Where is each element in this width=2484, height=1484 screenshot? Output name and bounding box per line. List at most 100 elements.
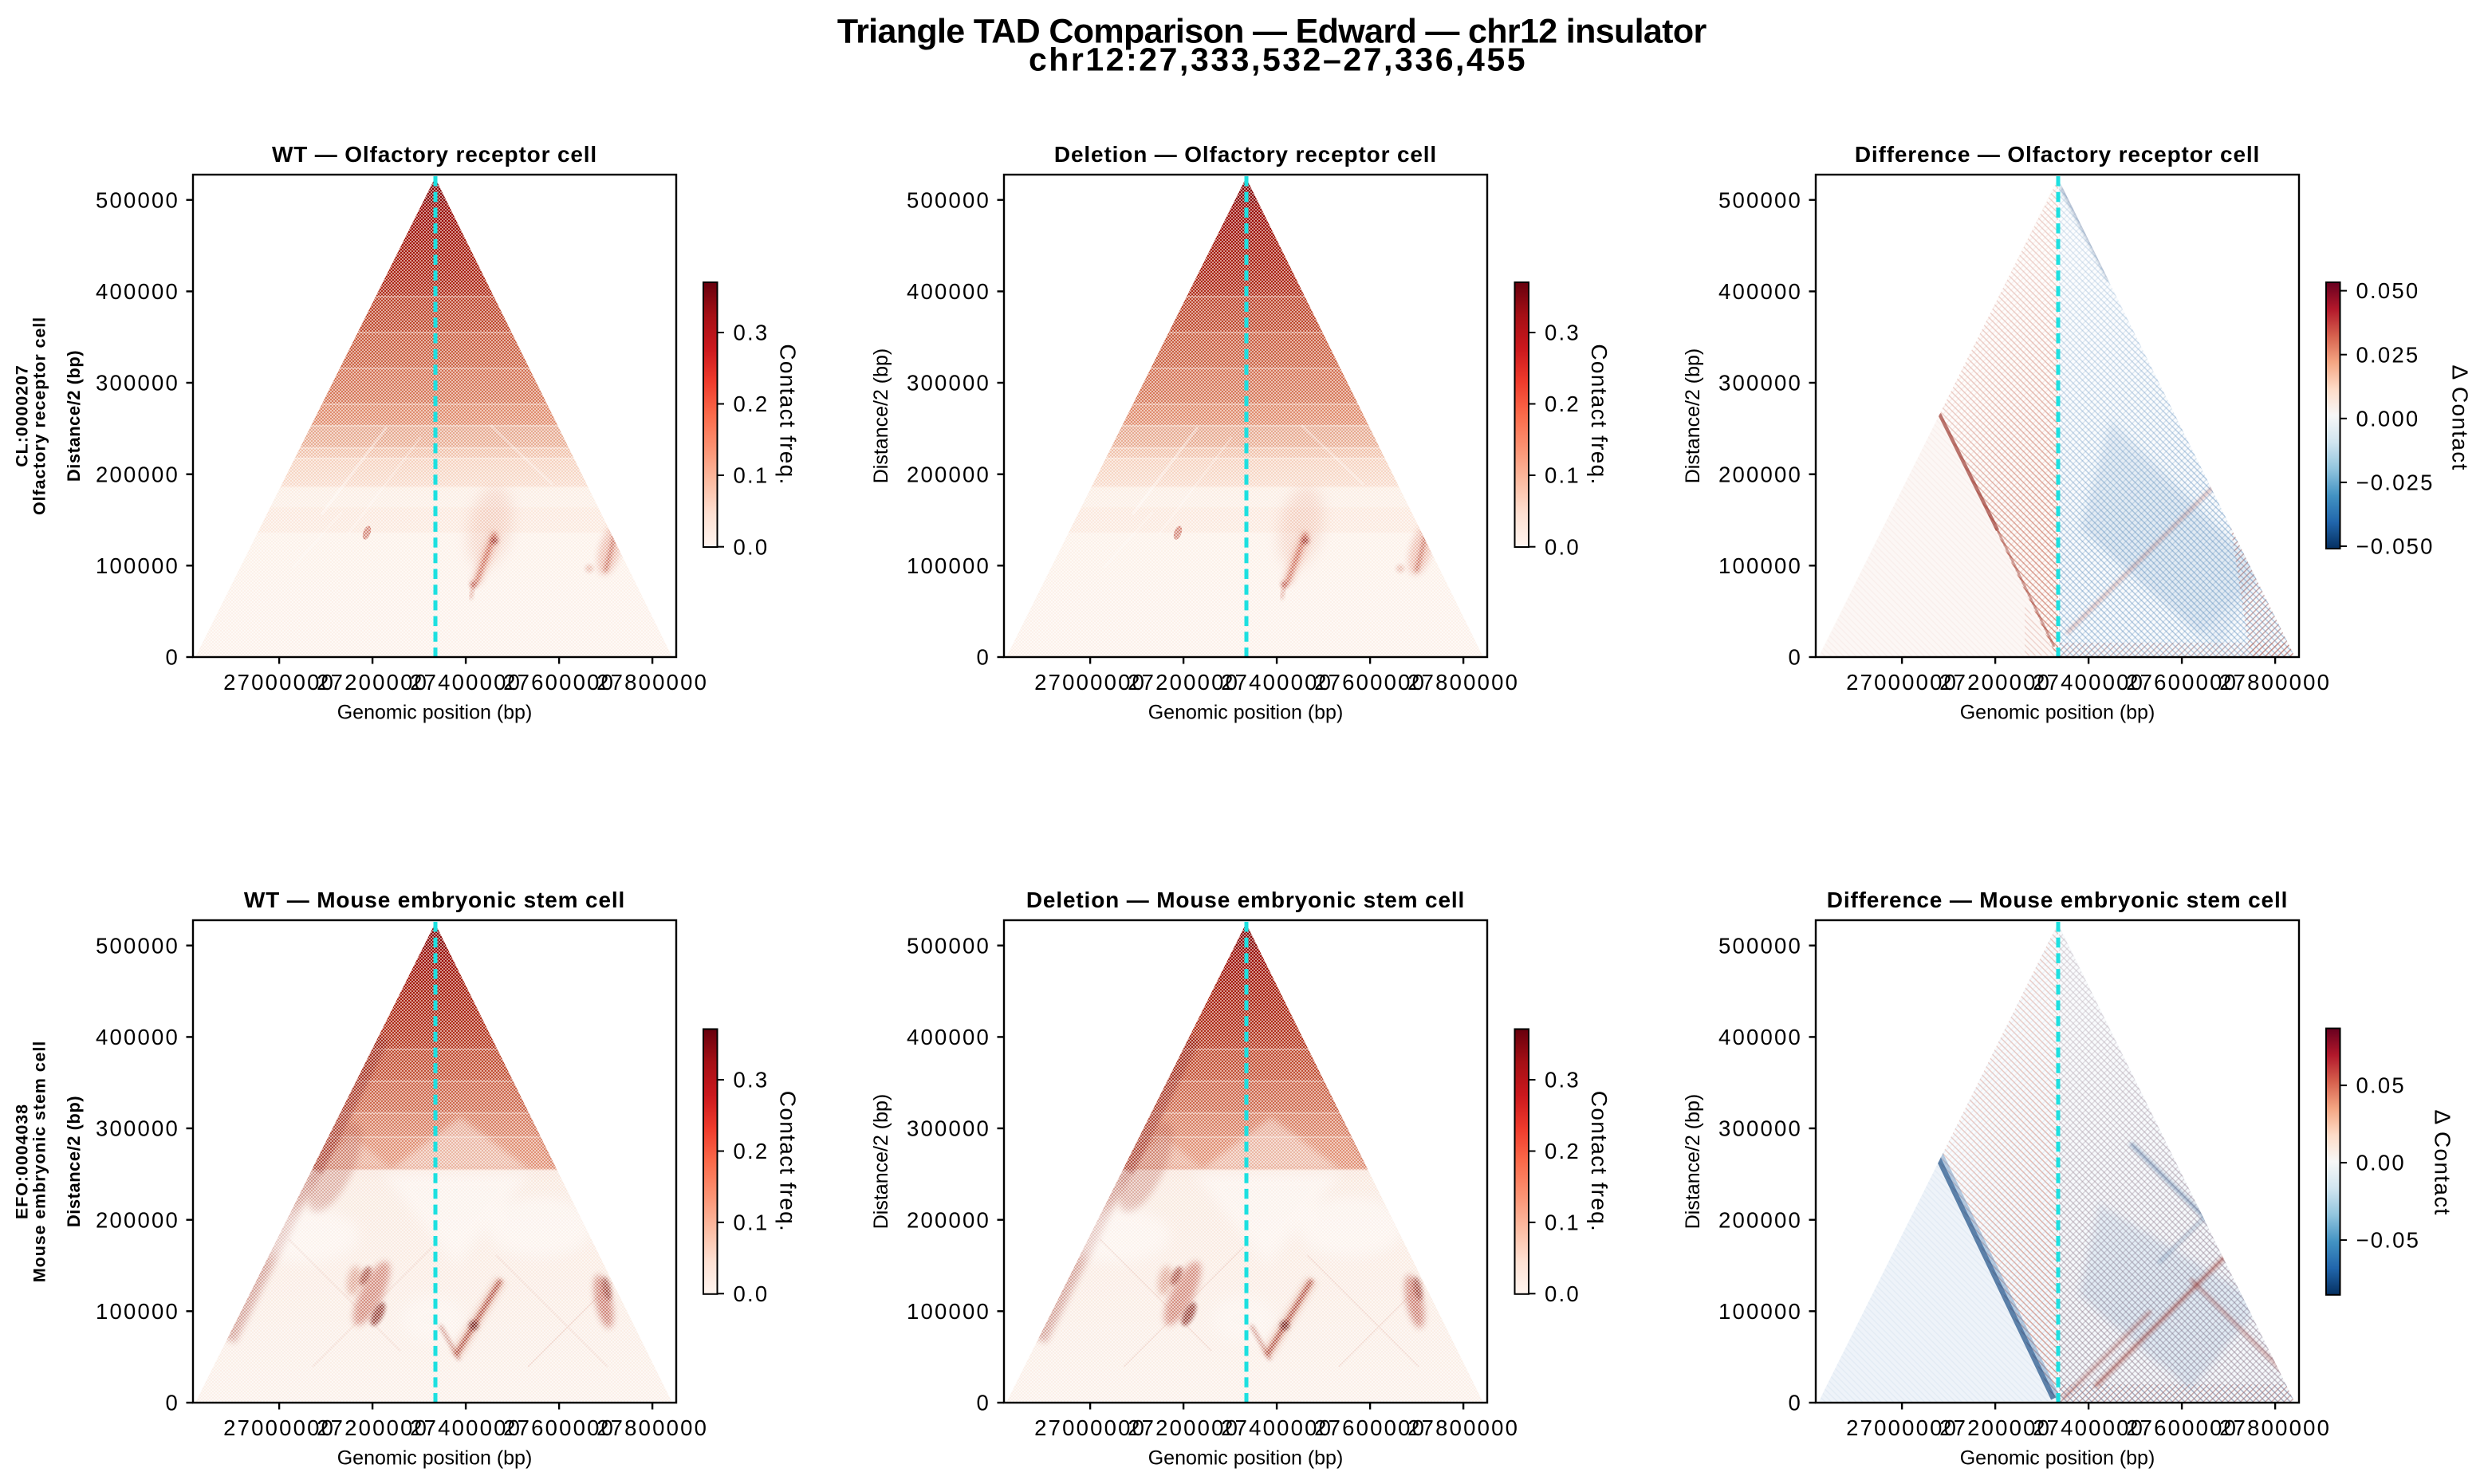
svg-text:27400000: 27400000 xyxy=(1221,1415,1333,1440)
svg-text:0.1: 0.1 xyxy=(1545,1210,1581,1235)
svg-text:500000: 500000 xyxy=(1718,187,1802,212)
svg-text:Contact freq.: Contact freq. xyxy=(1587,1091,1612,1232)
svg-text:300000: 300000 xyxy=(96,1116,179,1141)
svg-text:Distance/2 (bp): Distance/2 (bp) xyxy=(64,350,84,482)
svg-text:500000: 500000 xyxy=(907,933,990,958)
svg-text:−0.050: −0.050 xyxy=(2356,534,2435,559)
svg-text:27200000: 27200000 xyxy=(1939,670,2051,695)
svg-text:Genomic position (bp): Genomic position (bp) xyxy=(337,701,533,723)
svg-text:27400000: 27400000 xyxy=(410,1415,522,1440)
svg-text:Contact freq.: Contact freq. xyxy=(1587,344,1612,485)
svg-text:0.2: 0.2 xyxy=(1545,1139,1581,1163)
svg-text:Distance/2 (bp): Distance/2 (bp) xyxy=(64,1096,84,1227)
svg-text:0.05: 0.05 xyxy=(2356,1073,2406,1098)
svg-text:300000: 300000 xyxy=(1718,371,1802,396)
svg-text:27000000: 27000000 xyxy=(1846,1415,1958,1440)
svg-text:27800000: 27800000 xyxy=(1407,670,1519,695)
svg-text:27400000: 27400000 xyxy=(2033,1415,2144,1440)
svg-text:400000: 400000 xyxy=(1718,1025,1802,1049)
svg-text:0.1: 0.1 xyxy=(734,1210,770,1235)
svg-text:27400000: 27400000 xyxy=(2033,670,2144,695)
svg-text:300000: 300000 xyxy=(907,1116,990,1141)
svg-text:WT — Mouse embryonic stem cell: WT — Mouse embryonic stem cell xyxy=(244,888,625,912)
svg-text:27400000: 27400000 xyxy=(410,670,522,695)
svg-text:200000: 200000 xyxy=(96,462,179,486)
svg-text:0: 0 xyxy=(977,1391,991,1415)
svg-text:27000000: 27000000 xyxy=(1034,1415,1146,1440)
svg-text:27000000: 27000000 xyxy=(223,670,335,695)
svg-text:200000: 200000 xyxy=(1718,462,1802,486)
svg-text:27000000: 27000000 xyxy=(223,1415,335,1440)
svg-text:27800000: 27800000 xyxy=(2219,1415,2331,1440)
svg-text:Distance/2 (bp): Distance/2 (bp) xyxy=(870,1094,892,1230)
svg-text:27800000: 27800000 xyxy=(1407,1415,1519,1440)
svg-text:Difference — Olfactory recepto: Difference — Olfactory receptor cell xyxy=(1855,142,2260,167)
svg-text:Δ Contact: Δ Contact xyxy=(2431,1109,2455,1215)
svg-text:27000000: 27000000 xyxy=(1846,670,1958,695)
svg-text:400000: 400000 xyxy=(907,279,990,304)
svg-text:Mouse embryonic stem cell: Mouse embryonic stem cell xyxy=(30,1041,49,1282)
svg-text:0.0: 0.0 xyxy=(734,1281,770,1306)
svg-text:100000: 100000 xyxy=(96,1299,179,1324)
svg-text:CL:0000207: CL:0000207 xyxy=(13,364,32,467)
svg-text:500000: 500000 xyxy=(1718,933,1802,958)
svg-text:0: 0 xyxy=(166,645,180,670)
svg-text:100000: 100000 xyxy=(907,553,990,578)
svg-text:0.1: 0.1 xyxy=(734,463,770,488)
svg-text:500000: 500000 xyxy=(96,187,179,212)
svg-text:0.3: 0.3 xyxy=(1545,1068,1581,1092)
svg-text:100000: 100000 xyxy=(1718,1299,1802,1324)
svg-text:100000: 100000 xyxy=(96,553,179,578)
svg-text:27600000: 27600000 xyxy=(2126,1415,2238,1440)
svg-text:27800000: 27800000 xyxy=(2219,670,2331,695)
svg-text:400000: 400000 xyxy=(1718,279,1802,304)
svg-text:200000: 200000 xyxy=(96,1207,179,1232)
svg-text:0.0: 0.0 xyxy=(734,534,770,559)
svg-text:0.3: 0.3 xyxy=(734,321,770,345)
svg-text:27200000: 27200000 xyxy=(1128,1415,1239,1440)
svg-text:Genomic position (bp): Genomic position (bp) xyxy=(1148,1447,1344,1469)
svg-text:0.0: 0.0 xyxy=(1545,534,1581,559)
svg-text:200000: 200000 xyxy=(1718,1207,1802,1232)
svg-text:27200000: 27200000 xyxy=(317,1415,428,1440)
svg-text:300000: 300000 xyxy=(96,371,179,396)
svg-text:0: 0 xyxy=(977,645,991,670)
svg-text:27200000: 27200000 xyxy=(1939,1415,2051,1440)
svg-text:0.025: 0.025 xyxy=(2356,342,2420,367)
svg-text:500000: 500000 xyxy=(96,933,179,958)
svg-text:0.3: 0.3 xyxy=(1545,321,1581,345)
svg-text:27600000: 27600000 xyxy=(1314,1415,1426,1440)
svg-text:400000: 400000 xyxy=(96,279,179,304)
svg-text:−0.05: −0.05 xyxy=(2356,1228,2421,1253)
svg-text:0.1: 0.1 xyxy=(1545,463,1581,488)
svg-text:0: 0 xyxy=(166,1391,180,1415)
svg-text:300000: 300000 xyxy=(1718,1116,1802,1141)
svg-text:−0.025: −0.025 xyxy=(2356,470,2435,495)
svg-text:27600000: 27600000 xyxy=(503,1415,615,1440)
svg-text:chr12:27,333,532–27,336,455: chr12:27,333,532–27,336,455 xyxy=(1029,41,1527,78)
svg-text:27000000: 27000000 xyxy=(1034,670,1146,695)
svg-text:300000: 300000 xyxy=(907,371,990,396)
svg-text:27800000: 27800000 xyxy=(596,670,708,695)
svg-text:Deletion — Olfactory receptor: Deletion — Olfactory receptor cell xyxy=(1054,142,1437,167)
svg-text:400000: 400000 xyxy=(907,1025,990,1049)
svg-text:0.2: 0.2 xyxy=(734,392,770,416)
svg-text:27200000: 27200000 xyxy=(317,670,428,695)
svg-text:0: 0 xyxy=(1789,645,1803,670)
svg-text:Deletion — Mouse embryonic ste: Deletion — Mouse embryonic stem cell xyxy=(1026,888,1465,912)
svg-text:0.0: 0.0 xyxy=(1545,1281,1581,1306)
svg-text:Distance/2 (bp): Distance/2 (bp) xyxy=(1682,348,1704,484)
svg-text:27800000: 27800000 xyxy=(596,1415,708,1440)
svg-text:Genomic position (bp): Genomic position (bp) xyxy=(1960,1447,2155,1469)
svg-text:0.000: 0.000 xyxy=(2356,406,2420,431)
svg-text:0.00: 0.00 xyxy=(2356,1151,2406,1175)
svg-text:0: 0 xyxy=(1789,1391,1803,1415)
svg-text:Triangle TAD Comparison — Edwa: Triangle TAD Comparison — Edward — chr12… xyxy=(837,13,1707,51)
svg-text:Genomic position (bp): Genomic position (bp) xyxy=(1960,701,2155,723)
svg-text:27600000: 27600000 xyxy=(2126,670,2238,695)
svg-text:0.050: 0.050 xyxy=(2356,278,2420,303)
svg-text:27400000: 27400000 xyxy=(1221,670,1333,695)
svg-text:400000: 400000 xyxy=(96,1025,179,1049)
svg-text:100000: 100000 xyxy=(1718,553,1802,578)
svg-text:27200000: 27200000 xyxy=(1128,670,1239,695)
